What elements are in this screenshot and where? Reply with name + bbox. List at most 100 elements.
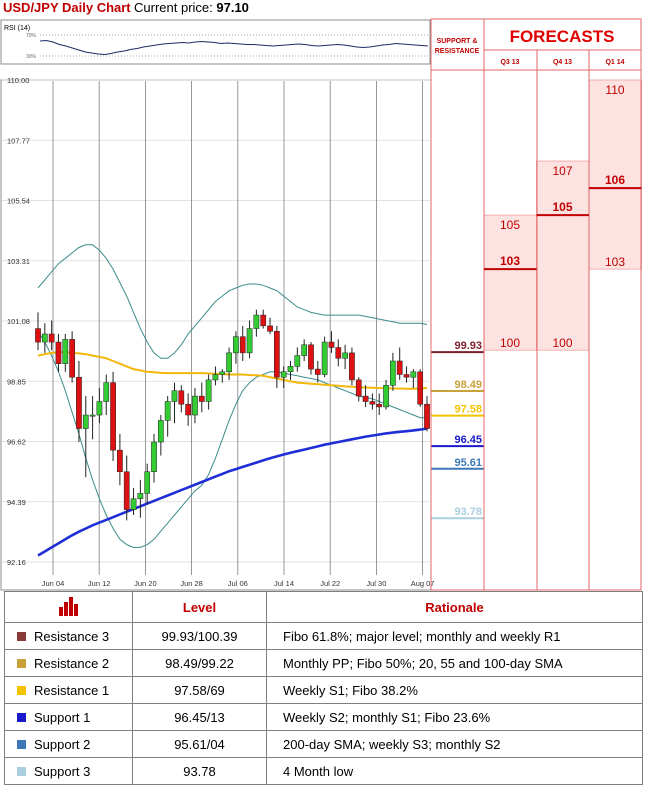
candle (321, 336, 328, 378)
candle (349, 347, 355, 386)
table-row: Resistance 3 99.93/100.39 Fibo 61.8%; majo… (4, 622, 643, 650)
sr-level-label: 96.45 (454, 434, 482, 446)
candle (144, 463, 151, 505)
candle (185, 393, 191, 426)
x-tick-label: Jul 22 (320, 579, 340, 588)
color-swatch (17, 658, 26, 668)
rsi-lower-label: 30% (26, 54, 37, 60)
forecast-high: 110 (605, 83, 624, 97)
row-level: 98.49/99.22 (132, 649, 267, 677)
candle (41, 323, 48, 353)
bollinger-lower-line (37, 331, 427, 548)
x-tick-label: Jul 14 (274, 579, 294, 588)
candle (417, 369, 424, 407)
forecast-range (588, 79, 642, 270)
main-panel: 110.00 107.77 105.54 103.31 101.08 98.85 96.62… (0, 76, 435, 591)
candle (151, 433, 157, 483)
resistance-label: RESISTANCE (435, 48, 480, 55)
candle (390, 352, 396, 391)
row-rationale: Monthly PP; Fibo 50%; 20, 55 and 100-day… (266, 649, 643, 677)
forecast-panel: 99.93 98.49 97.58 96.45 95.61 93.78 SUPPORT &… (430, 18, 642, 591)
forecasts-title: FORECASTS (510, 27, 615, 46)
candle (376, 393, 383, 416)
level-header: Level (132, 591, 267, 623)
candle (212, 366, 219, 386)
y-tick-label: 94.39 (7, 498, 26, 507)
row-label-cell: Resistance 2 (4, 649, 133, 677)
candle (280, 366, 287, 389)
y-tick-label: 105.54 (7, 197, 30, 206)
row-label: Support 3 (34, 763, 91, 779)
x-tick-label: Aug 07 (411, 579, 435, 588)
row-level: 97.58/69 (132, 676, 267, 704)
rsi-label: RSI (14) (4, 25, 30, 32)
candle (342, 344, 348, 370)
candle (76, 360, 82, 443)
color-swatch (17, 766, 26, 776)
sr-level-label: 97.58 (454, 404, 482, 416)
candles (35, 309, 430, 521)
candle (205, 374, 212, 410)
row-level: 96.45/13 (132, 703, 267, 731)
candle (383, 379, 389, 410)
candle (301, 339, 308, 361)
y-tick-label: 110.00 (7, 76, 29, 85)
row-rationale: 200-day SMA; weekly S3; monthly S2 (266, 730, 643, 758)
candle (253, 309, 260, 337)
candle (335, 339, 342, 367)
sr-level-label: 95.61 (454, 457, 482, 469)
candle (103, 374, 110, 416)
rationale-header: Rationale (266, 591, 643, 623)
row-rationale: 4 Month low (266, 757, 643, 785)
candle (35, 312, 41, 351)
bar-chart-icon (58, 596, 78, 616)
candle (246, 320, 253, 359)
y-tick-label: 107.77 (7, 136, 30, 145)
y-tick-label: 98.85 (7, 377, 26, 386)
table-row: Support 1 96.45/13 Weekly S2; monthly S1; … (4, 703, 643, 731)
candle (369, 393, 376, 410)
row-label-cell: Support 3 (4, 757, 133, 785)
table-row: Resistance 1 97.58/69 Weekly S1; Fibo 38.2… (4, 676, 643, 704)
row-label: Resistance 3 (34, 628, 110, 644)
candle (362, 385, 369, 407)
x-tick-label: Jun 04 (42, 579, 65, 588)
candle (355, 377, 362, 402)
forecast-range (483, 214, 537, 351)
x-tick-label: Jun 12 (88, 579, 111, 588)
x-tick-label: Jul 30 (366, 579, 386, 588)
x-tick-label: Jun 28 (180, 579, 203, 588)
forecast-range (536, 160, 590, 351)
row-rationale: Weekly S2; monthly S1; Fibo 23.6% (266, 703, 643, 731)
forecast-low: 100 (500, 336, 520, 350)
forecast-mid: 105 (552, 200, 572, 214)
row-label-cell: Resistance 3 (4, 622, 133, 650)
candle (294, 347, 301, 372)
forecast-high: 105 (500, 218, 520, 232)
x-tick-label: Jul 06 (228, 579, 248, 588)
candle (198, 382, 205, 413)
candle (117, 433, 123, 486)
candle (287, 360, 294, 380)
table-row: Support 3 93.78 4 Month low (4, 757, 643, 785)
moving-average-line (37, 351, 428, 390)
y-tick-label: 96.62 (7, 438, 26, 447)
y-axis: 110.00 107.77 105.54 103.31 101.08 98.85 96.62… (7, 76, 30, 567)
candle (239, 325, 246, 361)
sr-levels: 99.93 98.49 97.58 96.45 95.61 93.78 (431, 340, 484, 520)
color-swatch (17, 631, 26, 641)
forecast-high: 107 (552, 164, 572, 178)
candle (314, 360, 321, 383)
candle (48, 320, 55, 351)
candle (62, 333, 69, 372)
row-rationale: Weekly S1; Fibo 38.2% (266, 676, 643, 704)
rsi-line (39, 39, 429, 56)
chart-title: USD/JPY Daily Chart (3, 0, 131, 15)
price-chart: RSI (14) 70% 30% 110.00 107.77 105.54 103.3… (0, 18, 642, 591)
candle (219, 369, 226, 383)
candle (260, 309, 267, 329)
candle (55, 333, 62, 372)
y-tick-label: 92.16 (7, 558, 26, 567)
candle (396, 347, 403, 380)
row-label: Resistance 1 (34, 682, 110, 698)
